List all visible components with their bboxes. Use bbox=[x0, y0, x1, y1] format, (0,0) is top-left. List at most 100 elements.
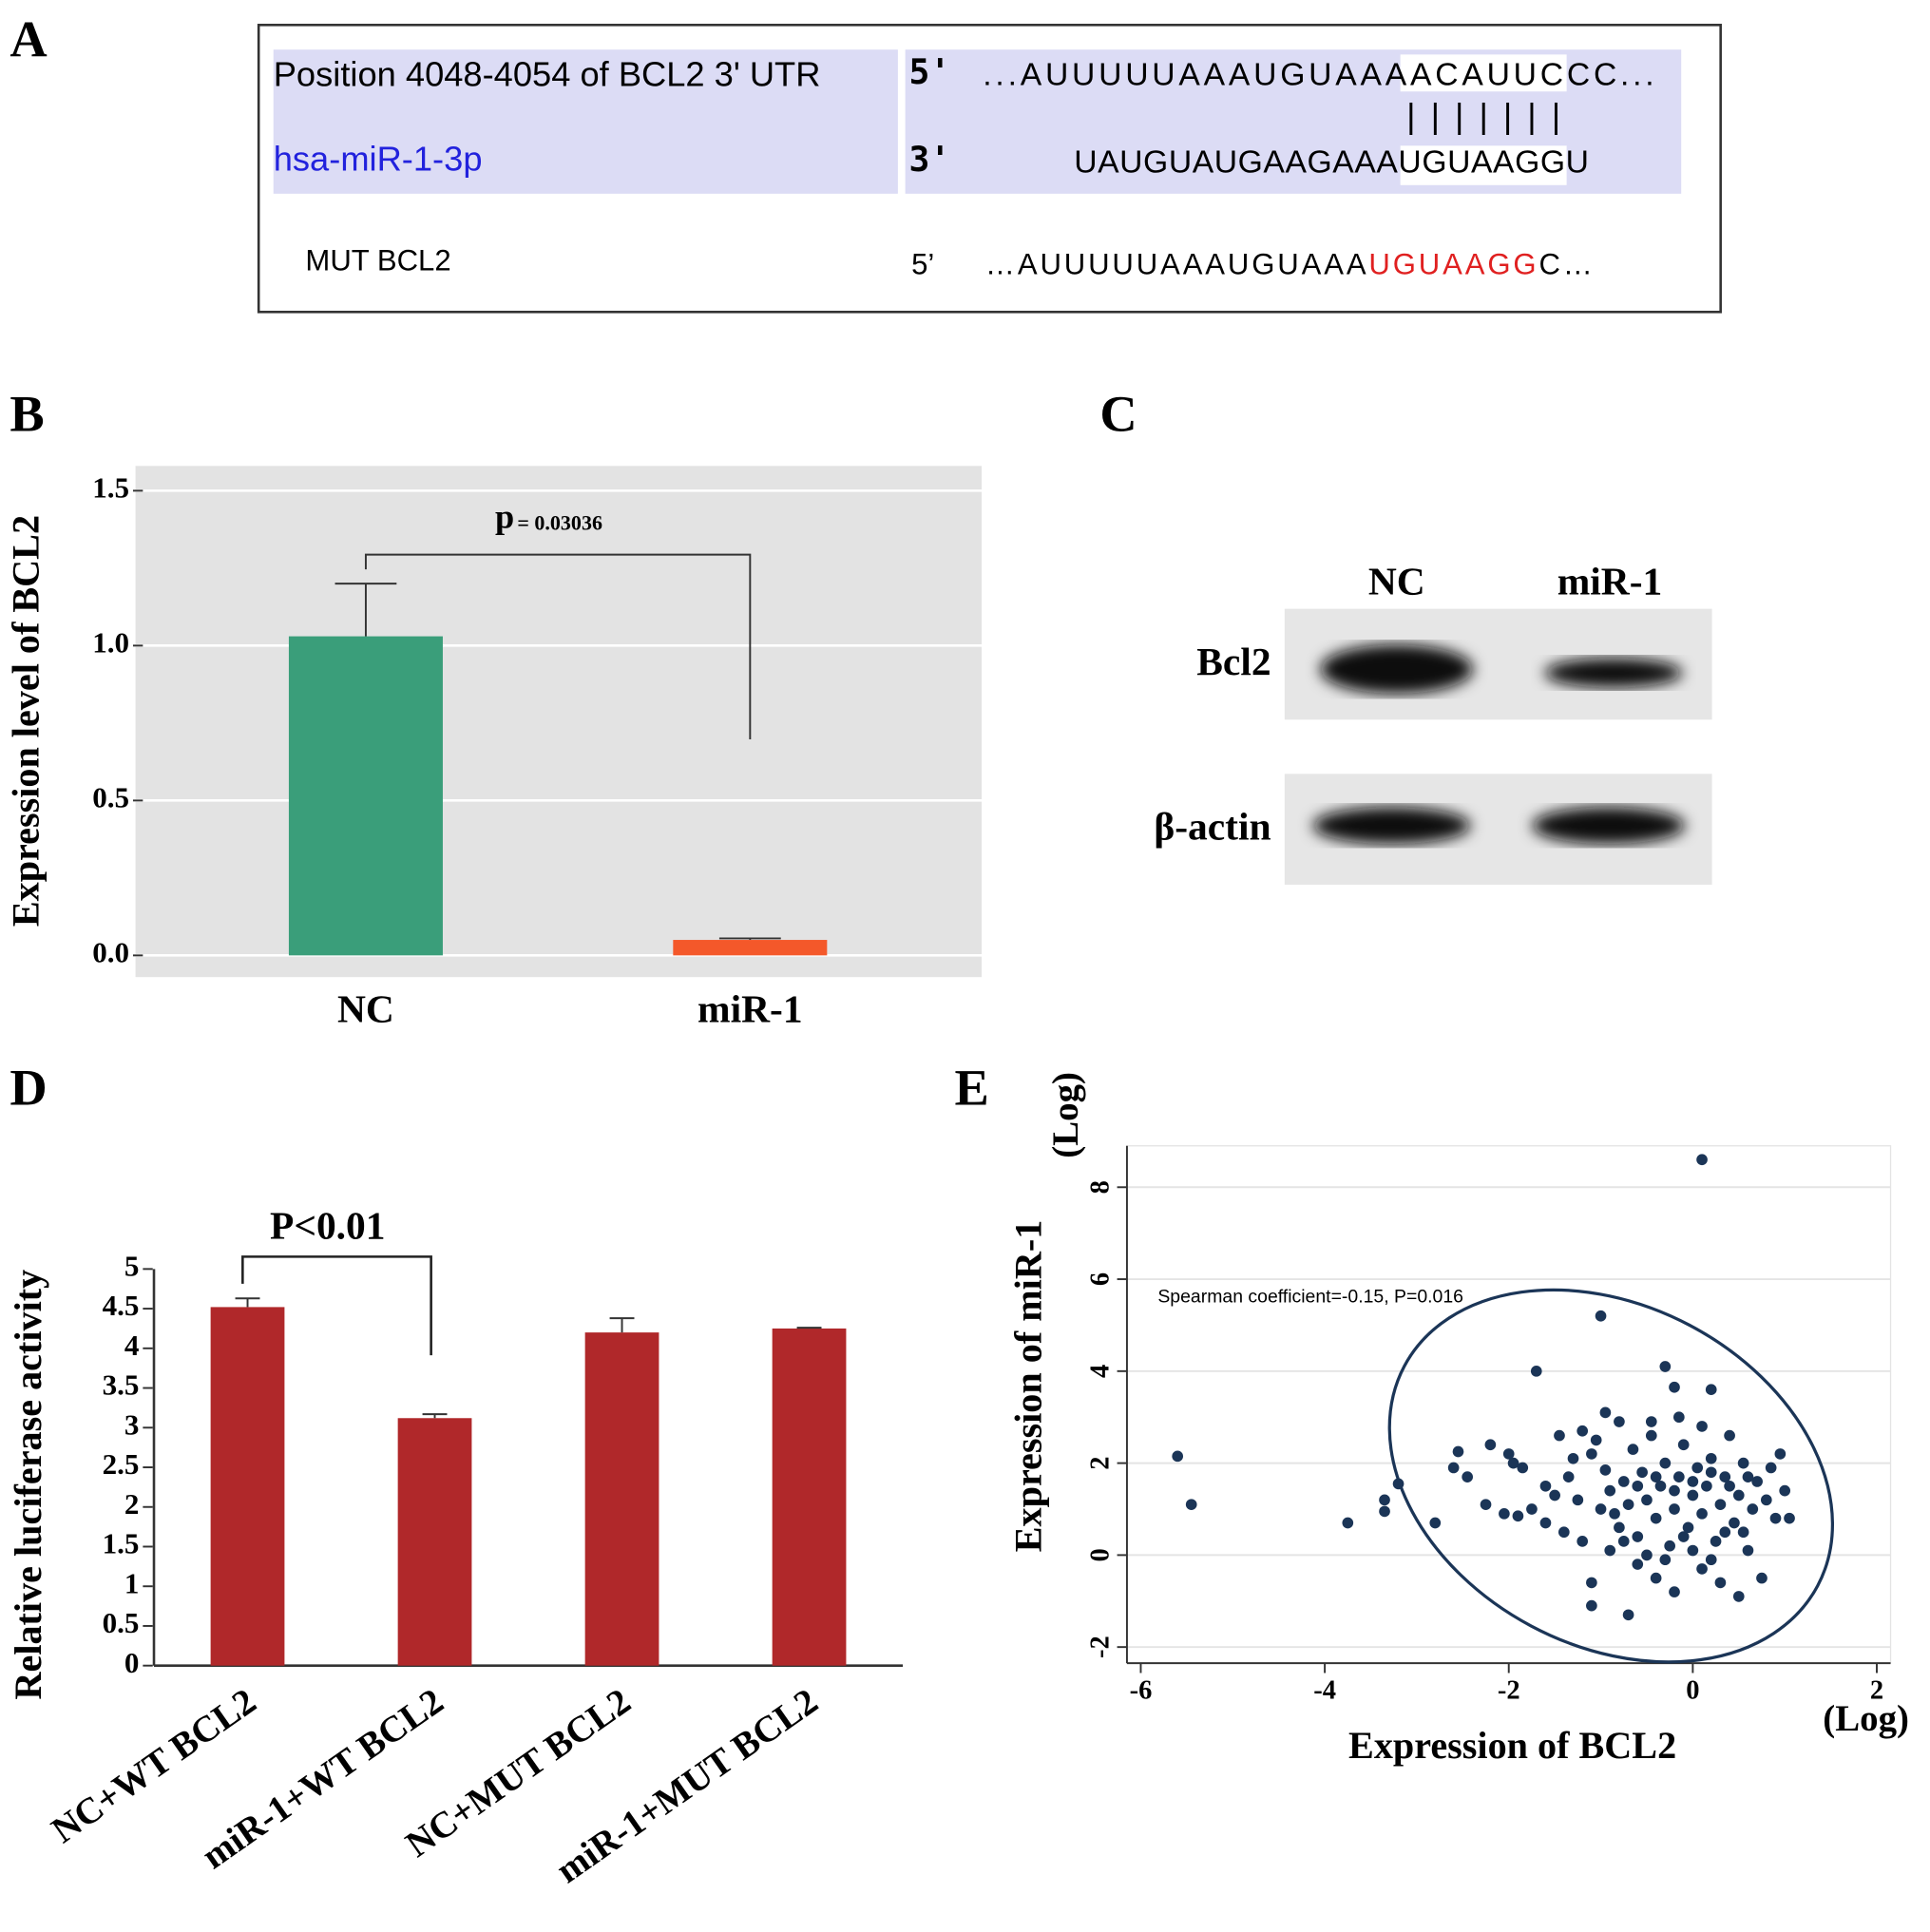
x-tick-label: -6 bbox=[1130, 1676, 1153, 1706]
panel-label: C bbox=[1099, 385, 1137, 443]
tail: U bbox=[1566, 145, 1589, 181]
x-tick-label: miR-1 bbox=[697, 986, 803, 1030]
y-tick-label: 0.5 bbox=[103, 1606, 140, 1639]
point bbox=[1756, 1572, 1768, 1584]
significance-bracket bbox=[364, 553, 752, 740]
point bbox=[1701, 1480, 1712, 1492]
bar bbox=[210, 1307, 285, 1666]
point bbox=[1659, 1554, 1672, 1566]
lane-label: NC bbox=[1368, 560, 1425, 603]
point bbox=[1567, 1452, 1579, 1464]
point bbox=[1617, 1536, 1630, 1547]
point bbox=[1632, 1531, 1644, 1542]
point bbox=[1609, 1508, 1620, 1520]
point bbox=[1732, 1489, 1745, 1502]
point bbox=[1687, 1476, 1699, 1487]
point bbox=[1586, 1599, 1597, 1612]
point bbox=[1595, 1310, 1607, 1322]
sequence-panel: Position 4048-4054 of BCL2 3' UTR 5' ...… bbox=[257, 23, 1722, 314]
confidence-ellipse bbox=[1387, 1288, 1835, 1664]
flank: UAUGUAUGAAGAAA bbox=[1074, 145, 1398, 181]
point bbox=[1659, 1361, 1672, 1372]
y-tick-label: 1.5 bbox=[92, 471, 129, 505]
point bbox=[1737, 1526, 1749, 1539]
end-label: 3' bbox=[909, 139, 951, 180]
point bbox=[1379, 1505, 1390, 1518]
sequence: UAUGUAUGAAGAAAUGUAAGGU bbox=[1074, 145, 1589, 181]
point bbox=[1590, 1434, 1602, 1446]
point bbox=[1604, 1484, 1616, 1497]
point bbox=[1379, 1494, 1390, 1506]
tail: C... bbox=[1594, 58, 1654, 93]
y-axis-unit: (Log) bbox=[1045, 1072, 1086, 1158]
point bbox=[1526, 1503, 1538, 1515]
point bbox=[1705, 1554, 1717, 1566]
point bbox=[1774, 1448, 1787, 1460]
y-tick-label: 3 bbox=[124, 1407, 140, 1441]
annotation: = 0.03036 bbox=[517, 511, 602, 535]
bar bbox=[288, 636, 443, 956]
point bbox=[1719, 1471, 1731, 1482]
y-axis-label: Expression level of BCL2 bbox=[4, 515, 47, 927]
lane-label: miR-1 bbox=[1557, 560, 1663, 603]
point bbox=[1719, 1526, 1731, 1539]
x-tick-label: 0 bbox=[1686, 1676, 1699, 1706]
point bbox=[1696, 1508, 1708, 1520]
y-tick-label: 1 bbox=[124, 1566, 140, 1599]
point bbox=[1599, 1406, 1612, 1419]
mutant-name: MUT BCL2 bbox=[305, 244, 450, 277]
point bbox=[1512, 1510, 1524, 1522]
point bbox=[1632, 1480, 1644, 1492]
x-tick-label: -4 bbox=[1313, 1676, 1336, 1706]
point bbox=[1622, 1609, 1634, 1621]
plot-background bbox=[135, 466, 982, 978]
western-blot: NC miR-1 Bcl2 β-actin bbox=[1154, 560, 1712, 885]
point bbox=[1636, 1466, 1648, 1479]
point bbox=[1507, 1457, 1519, 1469]
band bbox=[1532, 807, 1686, 845]
y-tick-label: 1.0 bbox=[92, 625, 129, 659]
point bbox=[1705, 1466, 1717, 1479]
point bbox=[1429, 1517, 1442, 1529]
y-axis-label: Expression of miR-1 bbox=[1006, 1220, 1049, 1553]
panel-label: D bbox=[10, 1058, 47, 1116]
flank: ...AUUUUUAAAUGUAAA bbox=[983, 58, 1406, 93]
point bbox=[1682, 1521, 1694, 1534]
point bbox=[1677, 1531, 1690, 1542]
point bbox=[1737, 1457, 1749, 1469]
point bbox=[1669, 1586, 1680, 1597]
highlight bbox=[273, 49, 898, 194]
point bbox=[1765, 1462, 1777, 1474]
point bbox=[1650, 1572, 1662, 1584]
panel-label: A bbox=[10, 10, 47, 67]
point bbox=[1650, 1512, 1662, 1524]
y-tick-label: 1.5 bbox=[103, 1527, 140, 1560]
point bbox=[1549, 1489, 1560, 1502]
y-tick-label: 2.5 bbox=[103, 1447, 140, 1481]
point bbox=[1742, 1544, 1754, 1557]
annotation: P<0.01 bbox=[270, 1203, 386, 1247]
y-tick-label: 0 bbox=[124, 1646, 140, 1679]
point bbox=[1687, 1544, 1699, 1557]
y-tick-label: 4.5 bbox=[103, 1289, 140, 1322]
end-label: 5' bbox=[909, 51, 951, 92]
point bbox=[1747, 1503, 1759, 1515]
point bbox=[1499, 1508, 1510, 1520]
target-name: Position 4048-4054 of BCL2 3' UTR bbox=[274, 54, 821, 93]
plot-frame bbox=[1126, 1145, 1892, 1664]
point bbox=[1669, 1484, 1680, 1497]
panel-label: B bbox=[10, 385, 44, 443]
point bbox=[1687, 1489, 1699, 1502]
point bbox=[1673, 1471, 1685, 1482]
point bbox=[1669, 1381, 1680, 1393]
point bbox=[1557, 1526, 1570, 1539]
point bbox=[1742, 1471, 1754, 1482]
point bbox=[1751, 1476, 1763, 1487]
y-tick-label: 2 bbox=[1086, 1456, 1116, 1469]
annotation: p bbox=[495, 498, 514, 536]
significance-bracket bbox=[241, 1255, 432, 1356]
x-axis-unit: (Log) bbox=[1823, 1698, 1909, 1739]
mutated-site: UGUAAGG bbox=[1368, 248, 1536, 281]
point bbox=[1576, 1536, 1589, 1547]
